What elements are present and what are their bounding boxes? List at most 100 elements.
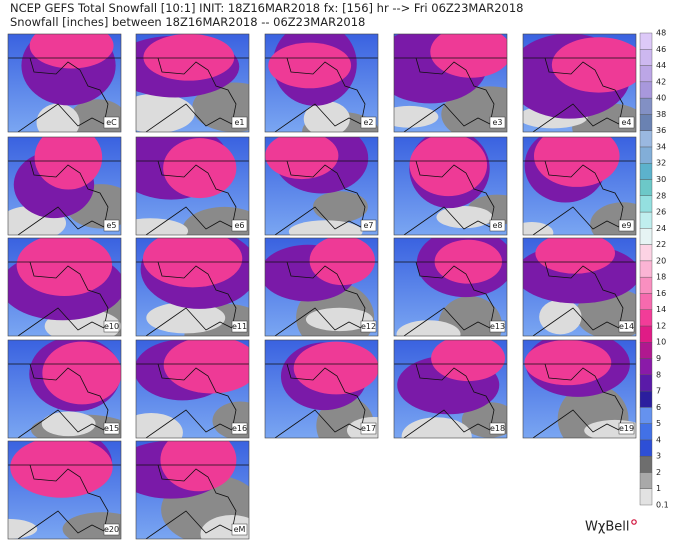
colorbar-box [639, 179, 653, 196]
panel-frame [7, 440, 122, 540]
colorbar-box [639, 439, 653, 457]
map-panel: e4 [522, 33, 637, 133]
panel-label: e19 [619, 424, 634, 433]
panel-frame [393, 237, 508, 337]
gray-area [312, 191, 368, 223]
map-panel: e5 [7, 136, 122, 236]
colorbar-label: 12 [656, 321, 666, 330]
label-box [618, 116, 635, 129]
colorbar-label: 1 [656, 484, 661, 493]
panel-frame [135, 440, 250, 540]
logo-dot [631, 519, 637, 525]
state-outline [17, 363, 109, 438]
colorbar-label: 40 [656, 94, 666, 103]
panel-frame [264, 136, 379, 236]
pink-area [431, 340, 505, 382]
panel-frame [7, 136, 122, 236]
panel-label: eM [234, 525, 246, 534]
light-area [136, 412, 183, 438]
light-area [136, 218, 189, 235]
label-box [489, 116, 506, 129]
map-panel: e19 [522, 339, 637, 439]
map-fill [8, 441, 121, 539]
panel-label: e18 [490, 424, 505, 433]
pink-area [551, 37, 636, 93]
map-fill [8, 238, 121, 336]
colorbar-box [639, 130, 653, 148]
state-outline [274, 57, 366, 132]
state-outline [274, 363, 366, 438]
map-panel: e3 [393, 33, 508, 133]
panel-frame [7, 237, 122, 337]
light-area [8, 518, 38, 539]
map-fill [265, 34, 378, 132]
colorbar-box [639, 390, 653, 408]
colorbar-box [639, 32, 653, 50]
map-panel: e7 [264, 136, 379, 236]
colorbar-label: 46 [656, 45, 666, 54]
state-outline [17, 57, 109, 132]
colorbar-box [639, 276, 653, 294]
panel-label: e16 [232, 424, 247, 433]
panel-frame [135, 339, 250, 439]
label-box [231, 320, 248, 333]
panel-label: e13 [490, 322, 505, 331]
colorbar-box [639, 65, 653, 83]
map-fill [523, 340, 636, 438]
panel-label: e20 [104, 525, 119, 534]
label-box [489, 219, 506, 232]
colorbar-label: 5 [656, 419, 661, 428]
panel-frame [135, 33, 250, 133]
label-box [103, 219, 120, 232]
map-panel: e1 [135, 33, 250, 133]
map-fill [265, 238, 378, 336]
pink-area [34, 137, 103, 190]
map-panel: e13 [393, 237, 508, 337]
light-area [396, 320, 461, 336]
pink-area [142, 238, 243, 288]
colorbar-label: 38 [656, 110, 666, 119]
pink-area [293, 341, 378, 395]
map-fill [523, 34, 636, 132]
colorbar-label: 24 [656, 224, 666, 233]
map-fill [523, 137, 636, 235]
logo: WχBell [585, 520, 630, 535]
colorbar-box [639, 374, 653, 392]
colorbar-label: 20 [656, 256, 666, 265]
panel-label: e1 [234, 118, 244, 127]
state-outline [532, 57, 624, 132]
map-fill [136, 34, 249, 132]
light-area [146, 302, 226, 334]
map-fill [265, 340, 378, 438]
map-panel: eC [7, 33, 122, 133]
label-box [360, 422, 377, 435]
panel-frame [264, 33, 379, 133]
panel-label: e9 [621, 221, 631, 230]
panel-label: e14 [619, 322, 634, 331]
panel-label: e10 [104, 322, 119, 331]
colorbar-label: 8 [656, 370, 661, 379]
map-panel: e9 [522, 136, 637, 236]
light-area [401, 417, 472, 438]
colorbar-box [639, 293, 653, 310]
state-outline [403, 363, 495, 438]
pink-area [524, 340, 612, 386]
state-outline [274, 261, 366, 336]
colorbar-label: 48 [656, 29, 666, 38]
label-box [103, 422, 120, 435]
label-box [231, 219, 248, 232]
colorbar-label: 3 [656, 452, 661, 461]
panel-frame [135, 237, 250, 337]
label-box [103, 320, 120, 333]
colorbar-label: 2 [656, 468, 661, 477]
map-fill [394, 340, 507, 438]
map-fill [394, 137, 507, 235]
colorbar-box [639, 195, 653, 213]
colorbar: 0.11234567891012141618202224262830323436… [639, 29, 669, 510]
pink-area [309, 238, 375, 286]
map-panel: e2 [264, 33, 379, 133]
map-panel: e12 [264, 237, 379, 337]
colorbar-label: 28 [656, 191, 666, 200]
colorbar-label: 18 [656, 273, 666, 282]
